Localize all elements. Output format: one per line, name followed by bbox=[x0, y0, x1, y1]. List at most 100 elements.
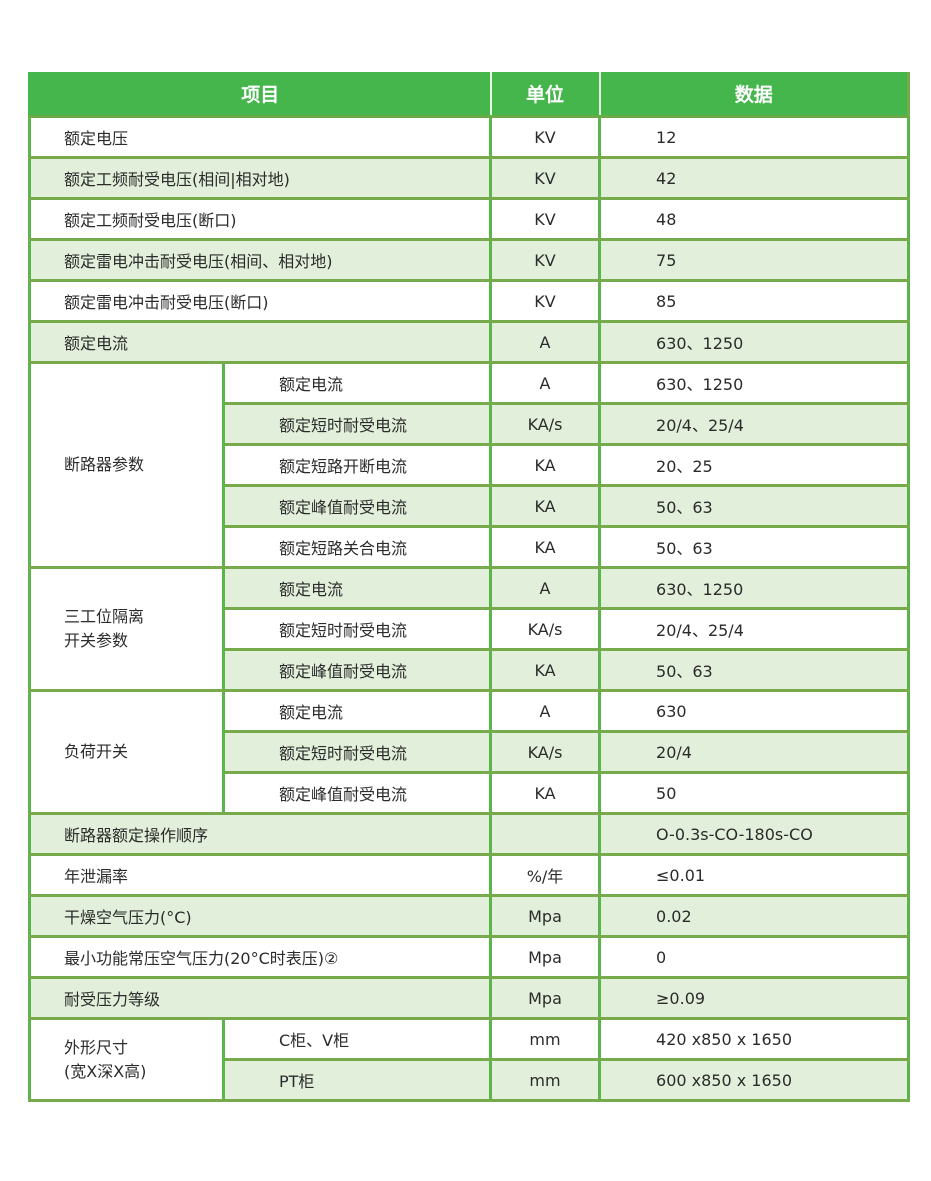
value-cell: 20、25 bbox=[598, 443, 911, 487]
unit-cell: KA bbox=[489, 525, 602, 569]
value-cell: 50、63 bbox=[598, 648, 911, 692]
item-name: PT柜 bbox=[221, 1058, 493, 1102]
table-body: 额定电压 KV 12 额定工频耐受电压(相间|相对地) KV 42 额定工频耐受电压(断口)… bbox=[27, 115, 911, 1102]
item-name: 额定峰值耐受电流 bbox=[221, 648, 493, 692]
value-cell: 48 bbox=[598, 197, 911, 241]
unit-cell: KV bbox=[489, 197, 602, 241]
table-row: 断路器参数 额定电流 A 630、1250 bbox=[28, 361, 911, 569]
item-name: 额定峰值耐受电流 bbox=[221, 771, 493, 815]
table-row: 额定峰值耐受电流 KA 50、63 bbox=[30, 484, 911, 528]
item-name: 额定雷电冲击耐受电压(断口) bbox=[27, 279, 493, 323]
item-name: 额定工频耐受电压(断口) bbox=[27, 197, 493, 241]
unit-cell: mm bbox=[489, 1058, 602, 1102]
group-label: 负荷开关 bbox=[28, 689, 225, 815]
table-row: 额定雷电冲击耐受电压(断口) KV 85 bbox=[27, 279, 911, 323]
table-row: 额定短路关合电流 KA 50、63 bbox=[30, 525, 911, 569]
table-row: 耐受压力等级 Mpa ≥0.09 bbox=[27, 976, 911, 1020]
unit-cell: KA/s bbox=[489, 607, 602, 651]
value-cell: 20/4、25/4 bbox=[598, 607, 911, 651]
header-value: 数据 bbox=[598, 72, 911, 118]
value-cell: 50、63 bbox=[598, 525, 911, 569]
item-name: 额定短路关合电流 bbox=[221, 525, 493, 569]
item-name: 额定电流 bbox=[27, 320, 493, 364]
unit-cell: KV bbox=[489, 156, 602, 200]
item-name: 年泄漏率 bbox=[27, 853, 493, 897]
item-name: 额定电流 bbox=[221, 566, 493, 610]
item-name: C柜、V柜 bbox=[221, 1017, 493, 1061]
item-name: 额定电流 bbox=[221, 689, 493, 733]
item-name: 断路器额定操作顺序 bbox=[27, 812, 493, 856]
unit-cell: KA bbox=[489, 484, 602, 528]
unit-cell: KA/s bbox=[489, 730, 602, 774]
table-row: 干燥空气压力(°C) Mpa 0.02 bbox=[27, 894, 911, 938]
table-row: 额定短时耐受电流 KA/s 20/4、25/4 bbox=[30, 402, 911, 446]
group-label: 断路器参数 bbox=[28, 361, 225, 569]
table-row: 额定短路开断电流 KA 20、25 bbox=[30, 443, 911, 487]
value-cell: 75 bbox=[598, 238, 911, 282]
item-name: 额定峰值耐受电流 bbox=[221, 484, 493, 528]
table-row: 额定峰值耐受电流 KA 50 bbox=[30, 771, 911, 815]
unit-cell: KV bbox=[489, 238, 602, 282]
item-name: 额定雷电冲击耐受电压(相间、相对地) bbox=[27, 238, 493, 282]
table-row: PT柜 mm 600 x850 x 1650 bbox=[30, 1058, 911, 1102]
table-row: 最小功能常压空气压力(20°C时表压)② Mpa 0 bbox=[27, 935, 911, 979]
item-name: 额定短时耐受电流 bbox=[221, 607, 493, 651]
item-name: 额定电流 bbox=[221, 361, 493, 405]
value-cell: 630、1250 bbox=[598, 566, 911, 610]
unit-cell: A bbox=[489, 361, 602, 405]
value-cell: 420 x850 x 1650 bbox=[598, 1017, 911, 1061]
value-cell: 85 bbox=[598, 279, 911, 323]
value-cell: 630 bbox=[598, 689, 911, 733]
value-cell: 600 x850 x 1650 bbox=[598, 1058, 911, 1102]
item-name: 干燥空气压力(°C) bbox=[27, 894, 493, 938]
group-label: 三工位隔离 开关参数 bbox=[28, 566, 225, 692]
unit-cell: KA bbox=[489, 648, 602, 692]
item-name: 额定电压 bbox=[27, 115, 493, 159]
item-name: 额定短时耐受电流 bbox=[221, 730, 493, 774]
spec-table: 项目 单位 数据 额定电压 KV 12 额定工频耐受电压(相间|相对地) KV 42 额定工… bbox=[27, 72, 911, 1102]
table-row: 年泄漏率 %/年 ≤0.01 bbox=[27, 853, 911, 897]
table-row: 外形尺寸 (宽X深X高) C柜、V柜 mm 420 x850 x 1650 bbox=[28, 1017, 911, 1102]
value-cell: 12 bbox=[598, 115, 911, 159]
unit-cell: Mpa bbox=[489, 976, 602, 1020]
item-name: 额定短路开断电流 bbox=[221, 443, 493, 487]
table-row: 额定峰值耐受电流 KA 50、63 bbox=[30, 648, 911, 692]
value-cell: 630、1250 bbox=[598, 361, 911, 405]
table-row: 三工位隔离 开关参数 额定电流 A 630、1250 bbox=[28, 566, 911, 692]
header-row: 项目 单位 数据 bbox=[27, 72, 911, 118]
unit-cell: mm bbox=[489, 1017, 602, 1061]
item-name: 最小功能常压空气压力(20°C时表压)② bbox=[27, 935, 493, 979]
group-label: 外形尺寸 (宽X深X高) bbox=[28, 1017, 225, 1102]
unit-cell: KV bbox=[489, 279, 602, 323]
unit-cell: Mpa bbox=[489, 894, 602, 938]
table-row: 额定电流 A 630、1250 bbox=[27, 320, 911, 364]
value-cell: 50、63 bbox=[598, 484, 911, 528]
unit-cell: A bbox=[489, 320, 602, 364]
item-name: 耐受压力等级 bbox=[27, 976, 493, 1020]
unit-cell bbox=[489, 812, 602, 856]
item-name: 额定短时耐受电流 bbox=[221, 402, 493, 446]
table-row: 额定工频耐受电压(断口) KV 48 bbox=[27, 197, 911, 241]
unit-cell: KA/s bbox=[489, 402, 602, 446]
value-cell: ≥0.09 bbox=[598, 976, 911, 1020]
value-cell: O-0.3s-CO-180s-CO bbox=[598, 812, 911, 856]
value-cell: 20/4、25/4 bbox=[598, 402, 911, 446]
unit-cell: KA bbox=[489, 771, 602, 815]
value-cell: 50 bbox=[598, 771, 911, 815]
value-cell: 630、1250 bbox=[598, 320, 911, 364]
item-name: 额定工频耐受电压(相间|相对地) bbox=[27, 156, 493, 200]
header-item: 项目 bbox=[27, 72, 491, 118]
table-row: 额定短时耐受电流 KA/s 20/4、25/4 bbox=[30, 607, 911, 651]
value-cell: 0.02 bbox=[598, 894, 911, 938]
table-row: 额定雷电冲击耐受电压(相间、相对地) KV 75 bbox=[27, 238, 911, 282]
unit-cell: KV bbox=[489, 115, 602, 159]
value-cell: 20/4 bbox=[598, 730, 911, 774]
unit-cell: KA bbox=[489, 443, 602, 487]
value-cell: ≤0.01 bbox=[598, 853, 911, 897]
value-cell: 0 bbox=[598, 935, 911, 979]
table-row: 负荷开关 额定电流 A 630 bbox=[28, 689, 911, 815]
table-row: 额定电压 KV 12 bbox=[27, 115, 911, 159]
table-row: 额定短时耐受电流 KA/s 20/4 bbox=[30, 730, 911, 774]
unit-cell: A bbox=[489, 689, 602, 733]
table-row: 断路器额定操作顺序 O-0.3s-CO-180s-CO bbox=[27, 812, 911, 856]
